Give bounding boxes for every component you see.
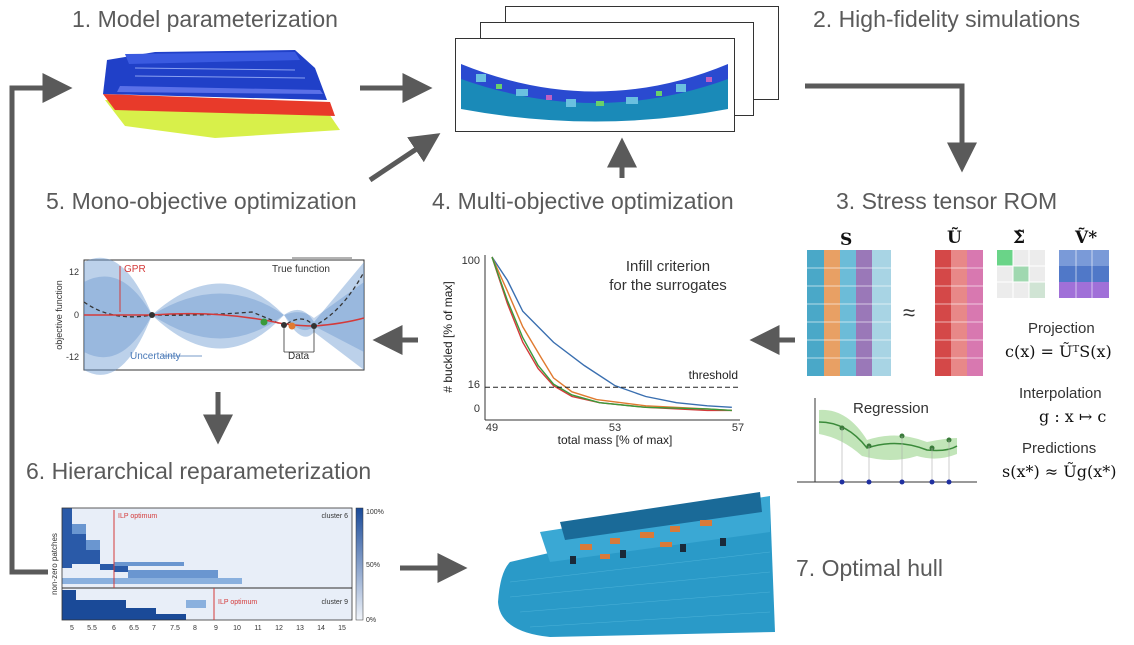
- infill-label-1: Infill criterion: [626, 258, 710, 275]
- simulation-stack: [455, 6, 785, 132]
- arrow-6-to-1: [9, 73, 73, 575]
- ilp-optimum-bottom: ILP optimum: [218, 599, 257, 606]
- interpolation-equation: g : x ↦ c: [1039, 407, 1107, 426]
- arrow-2-to-3: [805, 83, 977, 173]
- stage-2-title: 2. High-fidelity simulations: [813, 6, 1081, 32]
- infill-label-2: for the surrogates: [609, 277, 727, 294]
- cbar-tick-0: 0%: [366, 617, 376, 624]
- stage-7-title: 7. Optimal hull: [796, 555, 944, 581]
- projection-label: Projection: [1028, 320, 1095, 337]
- stage-4-title: 4. Multi-objective optimization: [432, 188, 734, 214]
- y-tick-0: 0: [74, 310, 79, 320]
- data-label: Data: [288, 351, 310, 362]
- x-tick: 5: [70, 625, 74, 632]
- y-tick-neg12: -12: [66, 352, 79, 362]
- x-tick-53: 53: [609, 422, 621, 434]
- y-tick-16: 16: [468, 379, 480, 391]
- colorbar: [355, 507, 364, 621]
- multi-objective-chart: 49 53 57 100 16 0 total mass [% of max] …: [430, 245, 760, 450]
- s-matrix-label: S: [840, 230, 853, 250]
- x-tick: 9: [214, 625, 218, 632]
- gpr-label: GPR: [124, 264, 146, 275]
- optimal-hull-image: [498, 492, 775, 637]
- true-function-label: True function: [272, 264, 330, 275]
- projection-equation: c(x) = ŨᵀS(x): [1005, 342, 1112, 361]
- x-tick: 7.5: [170, 625, 180, 632]
- pareto-series-0: [491, 256, 732, 409]
- s-matrix: [807, 250, 891, 376]
- sigma-matrix-label: Σ̃: [1013, 228, 1026, 248]
- ilp-optimum-top: ILP optimum: [118, 513, 157, 520]
- y-tick-100: 100: [462, 255, 480, 267]
- threshold-label: threshold: [689, 368, 738, 382]
- heatmap-y-label: non-zero patches: [50, 533, 59, 595]
- u-matrix-label: Ũ: [947, 228, 962, 248]
- x-tick: 14: [317, 625, 325, 632]
- uncertainty-label: Uncertainty: [130, 351, 181, 362]
- x-tick-49: 49: [486, 422, 498, 434]
- mono-objective-chart: GPR True function Uncertainty Data 12 0 …: [52, 252, 368, 382]
- x-tick: 11: [254, 625, 261, 632]
- y-axis-label: # buckled [% of max]: [441, 281, 455, 392]
- stage-5-title: 5. Mono-objective optimization: [46, 188, 357, 214]
- cbar-tick-50: 50%: [366, 562, 380, 569]
- cbar-tick-100: 100%: [366, 509, 384, 516]
- u-matrix: [935, 250, 983, 376]
- pareto-series-1: [491, 256, 732, 412]
- ship-model-image: [103, 50, 340, 138]
- x-tick: 5.5: [87, 625, 97, 632]
- rom-panel: S Ũ Σ̃ Ṽ* ≈ Projection c(: [795, 228, 1134, 640]
- x-tick: 8: [193, 625, 197, 632]
- regression-plot: [797, 398, 977, 485]
- y-tick-0: 0: [474, 403, 480, 415]
- stage-1-title: 1. Model parameterization: [72, 6, 338, 32]
- x-tick: 6: [112, 625, 116, 632]
- x-tick: 7: [152, 625, 156, 632]
- approx-symbol: ≈: [903, 300, 916, 325]
- x-tick: 13: [296, 625, 304, 632]
- x-axis-label: total mass [% of max]: [558, 433, 673, 447]
- sigma-matrix: [997, 250, 1045, 298]
- stage-3-title: 3. Stress tensor ROM: [836, 188, 1058, 214]
- predictions-label: Predictions: [1022, 440, 1097, 457]
- x-tick: 12: [275, 625, 283, 632]
- x-tick-57: 57: [732, 422, 744, 434]
- arrow-5-to-2: [368, 133, 441, 183]
- infill-point: [288, 322, 296, 330]
- stage-6-title: 6. Hierarchical reparameterization: [26, 458, 372, 484]
- predictions-equation: s(x*) ≈ Ũg(x*): [1002, 462, 1117, 481]
- cluster-6-label: cluster 6: [322, 513, 349, 520]
- data-point: [149, 312, 155, 318]
- reparameterization-heatmap: ILP optimum ILP optimum cluster 6 cluste…: [48, 504, 393, 640]
- simulation-frame: [455, 38, 735, 132]
- x-tick: 15: [338, 625, 346, 632]
- regression-label: Regression: [853, 400, 929, 417]
- cluster-9-label: cluster 9: [322, 599, 349, 606]
- y-axis-label: objective function: [54, 280, 64, 350]
- v-matrix: [1059, 250, 1109, 298]
- x-tick: 6.5: [129, 625, 139, 632]
- v-matrix-label: Ṽ*: [1075, 228, 1098, 248]
- interpolation-label: Interpolation: [1019, 385, 1102, 402]
- x-tick: 10: [233, 625, 241, 632]
- infill-point: [260, 318, 268, 326]
- pareto-series-3: [491, 256, 732, 412]
- y-tick-12: 12: [69, 267, 79, 277]
- pareto-series-2: [491, 256, 732, 412]
